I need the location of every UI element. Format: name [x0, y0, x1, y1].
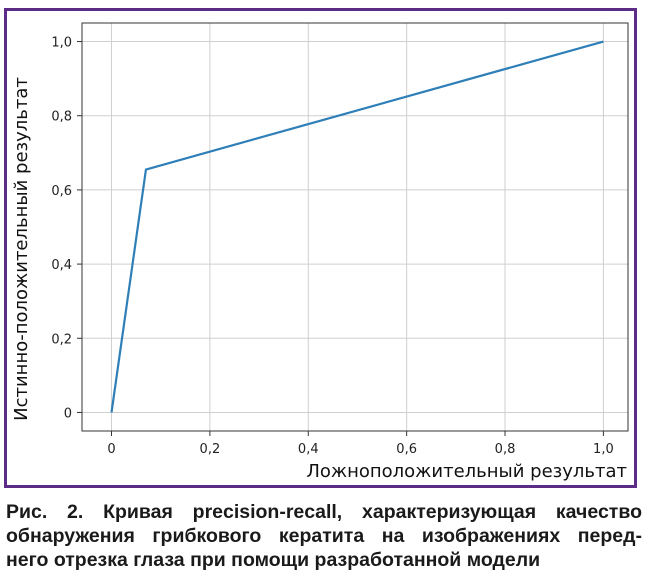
plot-area — [81, 22, 629, 432]
y-axis-label: Истинно-положительный результат — [11, 77, 32, 421]
series-line — [110, 40, 604, 413]
caption-line: него отрезка глаза при помощи разработан… — [6, 549, 541, 571]
x-tick-label: 0,8 — [495, 442, 516, 457]
y-tick-label: 0,2 — [51, 332, 72, 347]
y-tick-label: 1,0 — [51, 36, 72, 51]
x-axis-label: Ложноположительный результат — [306, 461, 627, 482]
x-tick-label: 0,4 — [298, 442, 319, 457]
x-tick-label: 1,0 — [593, 442, 614, 457]
y-tick-label: 0 — [64, 406, 72, 421]
figure-caption: Рис. 2. Кривая precision-recall, характе… — [6, 500, 642, 572]
x-tick-label: 0,6 — [396, 442, 417, 457]
y-tick-label: 0,4 — [51, 258, 72, 273]
x-tick-label: 0,2 — [200, 442, 221, 457]
caption-line: Рис. 2. Кривая precision-recall, характе… — [6, 501, 642, 523]
figure-frame: 0 0,2 0,4 0,6 0,8 1,0 0 0,2 0,4 0,6 0,8 1,0 Ложнопо… — [4, 8, 637, 488]
y-tick-label: 0,8 — [51, 110, 72, 125]
x-tick-label: 0 — [107, 442, 115, 457]
series-layer — [110, 40, 604, 413]
chart: 0 0,2 0,4 0,6 0,8 1,0 0 0,2 0,4 0,6 0,8 1,0 Ложнопо… — [11, 22, 629, 482]
grid — [82, 23, 628, 431]
y-tick-label: 0,6 — [51, 184, 72, 199]
caption-line: обнаружения грибкового кератита на изобр… — [6, 525, 642, 547]
ticks: 0 0,2 0,4 0,6 0,8 1,0 0 0,2 0,4 0,6 0,8 1,0 — [51, 36, 613, 457]
